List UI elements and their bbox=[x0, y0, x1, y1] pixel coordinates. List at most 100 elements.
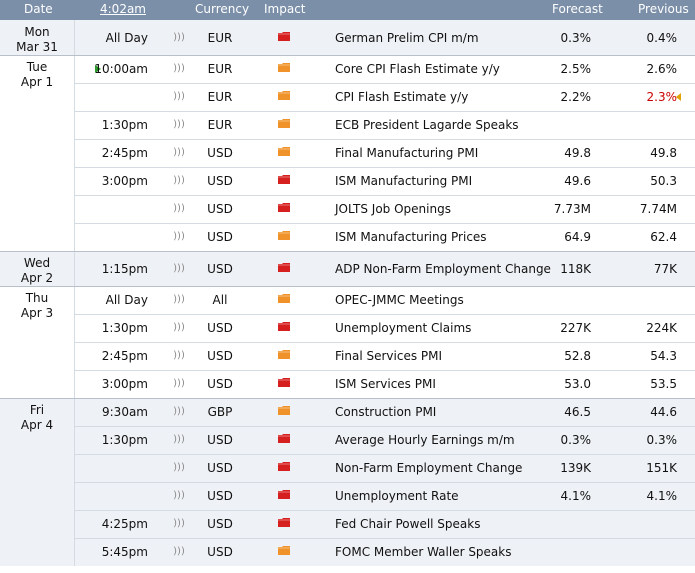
event-row[interactable]: 4:25pm))) USD Fed Chair Powell Speaks bbox=[0, 510, 695, 538]
previous-value: 2.3% bbox=[646, 90, 678, 104]
event-row[interactable]: 2:45pm))) USD Final Services PMI 52.8 54.3 bbox=[0, 342, 695, 370]
previous-value: 2.6% bbox=[646, 62, 678, 76]
row-divider bbox=[75, 538, 695, 539]
date-cell: Tue Apr 1 bbox=[0, 55, 75, 251]
impact-folder-icon[interactable] bbox=[278, 370, 292, 398]
event-title[interactable]: ADP Non-Farm Employment Change bbox=[335, 262, 551, 276]
impact-folder-icon[interactable] bbox=[278, 454, 292, 482]
forecast-value: 46.5 bbox=[564, 405, 591, 419]
event-title[interactable]: Final Manufacturing PMI bbox=[335, 146, 479, 160]
event-title[interactable]: German Prelim CPI m/m bbox=[335, 31, 479, 45]
event-time bbox=[77, 482, 148, 510]
event-title[interactable]: OPEC-JMMC Meetings bbox=[335, 293, 464, 307]
event-currency: USD bbox=[207, 433, 233, 447]
event-row[interactable]: 1:30pm))) USD Average Hourly Earnings m/m 0… bbox=[0, 426, 695, 454]
sound-wave-icon: ))) bbox=[173, 263, 185, 274]
day-group: Thu Apr 3 All Day))) All OPEC-JMMC Meetings 1… bbox=[0, 286, 695, 398]
impact-folder-icon[interactable] bbox=[278, 167, 292, 195]
previous-value: 4.1% bbox=[646, 489, 678, 503]
current-time-link[interactable]: 4:02am bbox=[100, 2, 146, 16]
event-row[interactable]: 9:30am))) GBP Construction PMI 46.5 44.6 bbox=[0, 398, 695, 426]
impact-folder-icon[interactable] bbox=[278, 83, 292, 111]
sound-wave-icon: ))) bbox=[173, 406, 185, 417]
event-row[interactable]: All Day))) EUR German Prelim CPI m/m 0.3% 0.… bbox=[0, 24, 695, 52]
event-title[interactable]: Fed Chair Powell Speaks bbox=[335, 517, 481, 531]
previous-value: 0.4% bbox=[646, 31, 678, 45]
event-time: 4:25pm bbox=[101, 517, 148, 531]
impact-folder-icon[interactable] bbox=[278, 24, 292, 52]
event-time: 3:00pm bbox=[101, 377, 148, 391]
event-row[interactable]: ))) USD JOLTS Job Openings 7.73M 7.74M bbox=[0, 195, 695, 223]
event-row[interactable]: 10:00am))) EUR Core CPI Flash Estimate y/y… bbox=[0, 55, 695, 83]
event-title[interactable]: FOMC Member Waller Speaks bbox=[335, 545, 512, 559]
event-time: 5:45pm bbox=[101, 545, 148, 559]
impact-folder-icon[interactable] bbox=[278, 55, 292, 83]
event-row[interactable]: ))) USD ISM Manufacturing Prices 64.9 62.4 bbox=[0, 223, 695, 251]
event-time bbox=[77, 83, 148, 111]
event-row[interactable]: ))) USD Non-Farm Employment Change 139K 151K bbox=[0, 454, 695, 482]
forecast-value: 53.0 bbox=[564, 377, 591, 391]
sound-wave-icon: ))) bbox=[173, 91, 185, 102]
date-cell: Mon Mar 31 bbox=[0, 20, 75, 55]
sound-wave-icon: ))) bbox=[173, 63, 185, 74]
event-title[interactable]: ECB President Lagarde Speaks bbox=[335, 118, 519, 132]
previous-value bbox=[600, 111, 677, 139]
event-title[interactable]: Average Hourly Earnings m/m bbox=[335, 433, 515, 447]
event-row[interactable]: 1:30pm))) USD Unemployment Claims 227K 224K bbox=[0, 314, 695, 342]
impact-folder-icon[interactable] bbox=[278, 482, 292, 510]
event-title[interactable]: Final Services PMI bbox=[335, 349, 443, 363]
date-label: Apr 3 bbox=[20, 306, 54, 320]
event-row[interactable]: 2:45pm))) USD Final Manufacturing PMI 49.8 4… bbox=[0, 139, 695, 167]
event-title[interactable]: Non-Farm Employment Change bbox=[335, 461, 523, 475]
event-title[interactable]: Unemployment Claims bbox=[335, 321, 472, 335]
event-title[interactable]: Core CPI Flash Estimate y/y bbox=[335, 62, 500, 76]
event-row[interactable]: All Day))) All OPEC-JMMC Meetings bbox=[0, 286, 695, 314]
sound-wave-icon: ))) bbox=[173, 546, 185, 557]
event-row[interactable]: 5:45pm))) USD FOMC Member Waller Speaks bbox=[0, 538, 695, 566]
row-divider bbox=[75, 370, 695, 371]
impact-folder-icon[interactable] bbox=[278, 223, 292, 251]
event-title[interactable]: Construction PMI bbox=[335, 405, 437, 419]
current-event-marker-icon bbox=[95, 65, 101, 73]
event-title[interactable]: ISM Manufacturing Prices bbox=[335, 230, 487, 244]
impact-folder-icon[interactable] bbox=[278, 426, 292, 454]
event-row[interactable]: 1:30pm))) EUR ECB President Lagarde Speaks bbox=[0, 111, 695, 139]
forecast-value: 4.1% bbox=[560, 489, 592, 503]
impact-folder-icon[interactable] bbox=[278, 195, 292, 223]
impact-folder-icon[interactable] bbox=[278, 342, 292, 370]
impact-folder-icon[interactable] bbox=[278, 510, 292, 538]
impact-folder-icon[interactable] bbox=[278, 314, 292, 342]
event-title[interactable]: ISM Services PMI bbox=[335, 377, 436, 391]
event-row[interactable]: ))) EUR CPI Flash Estimate y/y 2.2% 2.3% bbox=[0, 83, 695, 111]
row-divider bbox=[75, 342, 695, 343]
event-currency: EUR bbox=[207, 31, 233, 45]
event-time: 1:30pm bbox=[101, 321, 148, 335]
impact-folder-icon[interactable] bbox=[278, 538, 292, 566]
impact-folder-icon[interactable] bbox=[278, 255, 292, 283]
event-time: All Day bbox=[105, 293, 148, 307]
event-row[interactable]: 3:00pm))) USD ISM Manufacturing PMI 49.6 50.… bbox=[0, 167, 695, 195]
event-row[interactable]: 1:15pm))) USD ADP Non-Farm Employment Chan… bbox=[0, 255, 695, 283]
impact-folder-icon[interactable] bbox=[278, 111, 292, 139]
impact-folder-icon[interactable] bbox=[278, 286, 292, 314]
sound-wave-icon: ))) bbox=[173, 518, 185, 529]
event-title[interactable]: ISM Manufacturing PMI bbox=[335, 174, 473, 188]
event-currency: USD bbox=[207, 174, 233, 188]
forecast-column-header: Forecast bbox=[552, 2, 603, 16]
event-row[interactable]: ))) USD Unemployment Rate 4.1% 4.1% bbox=[0, 482, 695, 510]
event-currency: USD bbox=[207, 461, 233, 475]
date-cell: Fri Apr 4 bbox=[0, 398, 75, 566]
event-title[interactable]: JOLTS Job Openings bbox=[335, 202, 451, 216]
event-time: 1:15pm bbox=[101, 262, 148, 276]
row-divider bbox=[75, 83, 695, 84]
event-row[interactable]: 3:00pm))) USD ISM Services PMI 53.0 53.5 bbox=[0, 370, 695, 398]
row-divider bbox=[75, 167, 695, 168]
revised-arrow-icon[interactable] bbox=[676, 93, 681, 101]
impact-folder-icon[interactable] bbox=[278, 139, 292, 167]
event-time bbox=[77, 195, 148, 223]
event-title[interactable]: CPI Flash Estimate y/y bbox=[335, 90, 469, 104]
event-title[interactable]: Unemployment Rate bbox=[335, 489, 459, 503]
event-time: 3:00pm bbox=[101, 174, 148, 188]
impact-folder-icon[interactable] bbox=[278, 398, 292, 426]
previous-value: 49.8 bbox=[650, 146, 677, 160]
